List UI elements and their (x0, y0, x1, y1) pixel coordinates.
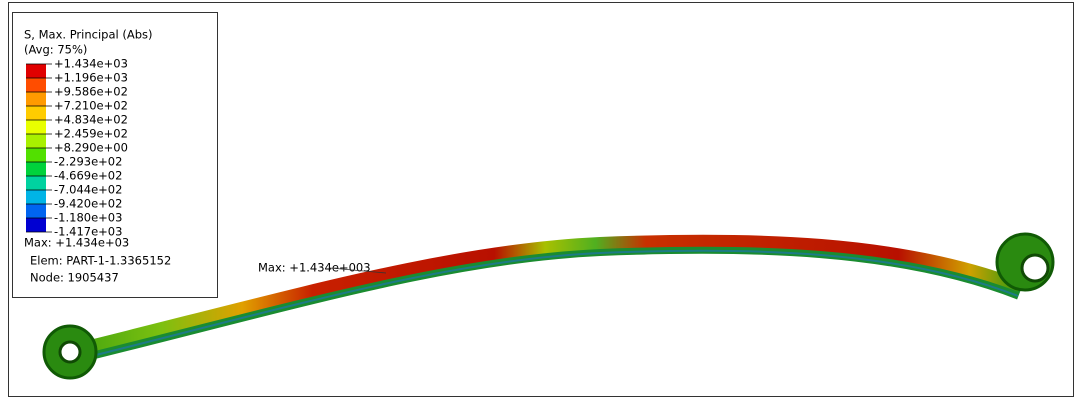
legend-swatch (26, 78, 46, 92)
legend-label: +7.210e+02 (54, 99, 128, 113)
legend-label: +9.586e+02 (54, 85, 128, 99)
legend-subtitle: (Avg: 75%) (24, 43, 87, 57)
legend-swatch (26, 106, 46, 120)
legend-swatch (26, 162, 46, 176)
legend-label: -7.044e+02 (54, 183, 122, 197)
legend-swatch (26, 176, 46, 190)
legend-swatch (26, 204, 46, 218)
legend-label: -2.293e+02 (54, 155, 122, 169)
legend-label: +2.459e+02 (54, 127, 128, 141)
legend-label: -4.669e+02 (54, 169, 122, 183)
legend-label: +8.290e+00 (54, 141, 128, 155)
legend-label: -1.180e+03 (54, 211, 122, 225)
legend-label: +1.196e+03 (54, 71, 128, 85)
legend-label: -1.417e+03 (54, 225, 122, 239)
viewport: Max: +1.434e+003 S, Max. Principal (Abs)… (0, 0, 1081, 399)
legend: S, Max. Principal (Abs) (Avg: 75%) Max: … (13, 13, 218, 298)
legend-swatch (26, 218, 46, 232)
legend-swatch (26, 190, 46, 204)
max-element: Elem: PART-1-1.3365152 (30, 254, 171, 268)
legend-swatch (26, 92, 46, 106)
legend-swatch (26, 134, 46, 148)
legend-title: S, Max. Principal (Abs) (24, 28, 153, 42)
legend-label: +1.434e+03 (54, 57, 128, 71)
legend-swatch (26, 120, 46, 134)
legend-swatch (26, 148, 46, 162)
legend-label: +4.834e+02 (54, 113, 128, 127)
legend-swatch (26, 64, 46, 78)
max-node: Node: 1905437 (30, 271, 119, 285)
legend-label: -9.420e+02 (54, 197, 122, 211)
max-annotation: Max: +1.434e+003 (258, 261, 371, 275)
